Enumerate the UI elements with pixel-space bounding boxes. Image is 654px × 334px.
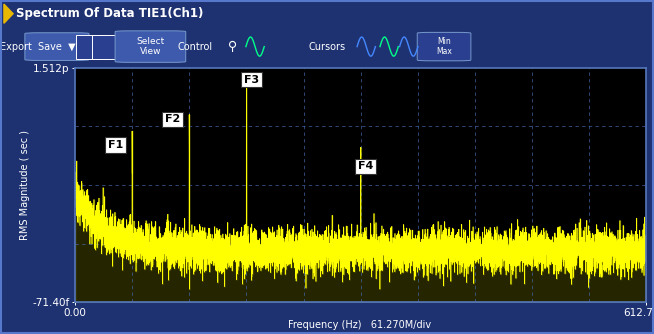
Text: F4: F4 — [358, 161, 373, 171]
FancyBboxPatch shape — [92, 35, 121, 59]
Text: ⚲: ⚲ — [228, 40, 237, 53]
Polygon shape — [4, 4, 13, 23]
Text: F3: F3 — [244, 74, 259, 85]
Text: Min
Max: Min Max — [436, 37, 452, 56]
Text: Export: Export — [1, 42, 32, 51]
Text: Frequency (Hz)   61.270M/div: Frequency (Hz) 61.270M/div — [288, 320, 431, 330]
Text: Select
View: Select View — [136, 37, 165, 56]
Text: F2: F2 — [165, 114, 180, 124]
Text: Save  ▼: Save ▼ — [38, 42, 76, 51]
Text: Control: Control — [177, 42, 213, 51]
Text: F1: F1 — [107, 140, 123, 150]
FancyBboxPatch shape — [417, 32, 471, 61]
Text: Spectrum Of Data TIE1(Ch1): Spectrum Of Data TIE1(Ch1) — [16, 7, 203, 20]
Y-axis label: RMS Magnitude ( sec ): RMS Magnitude ( sec ) — [20, 130, 29, 240]
FancyBboxPatch shape — [76, 35, 105, 59]
Text: Cursors: Cursors — [309, 42, 345, 51]
FancyBboxPatch shape — [25, 33, 89, 60]
FancyBboxPatch shape — [115, 31, 186, 62]
